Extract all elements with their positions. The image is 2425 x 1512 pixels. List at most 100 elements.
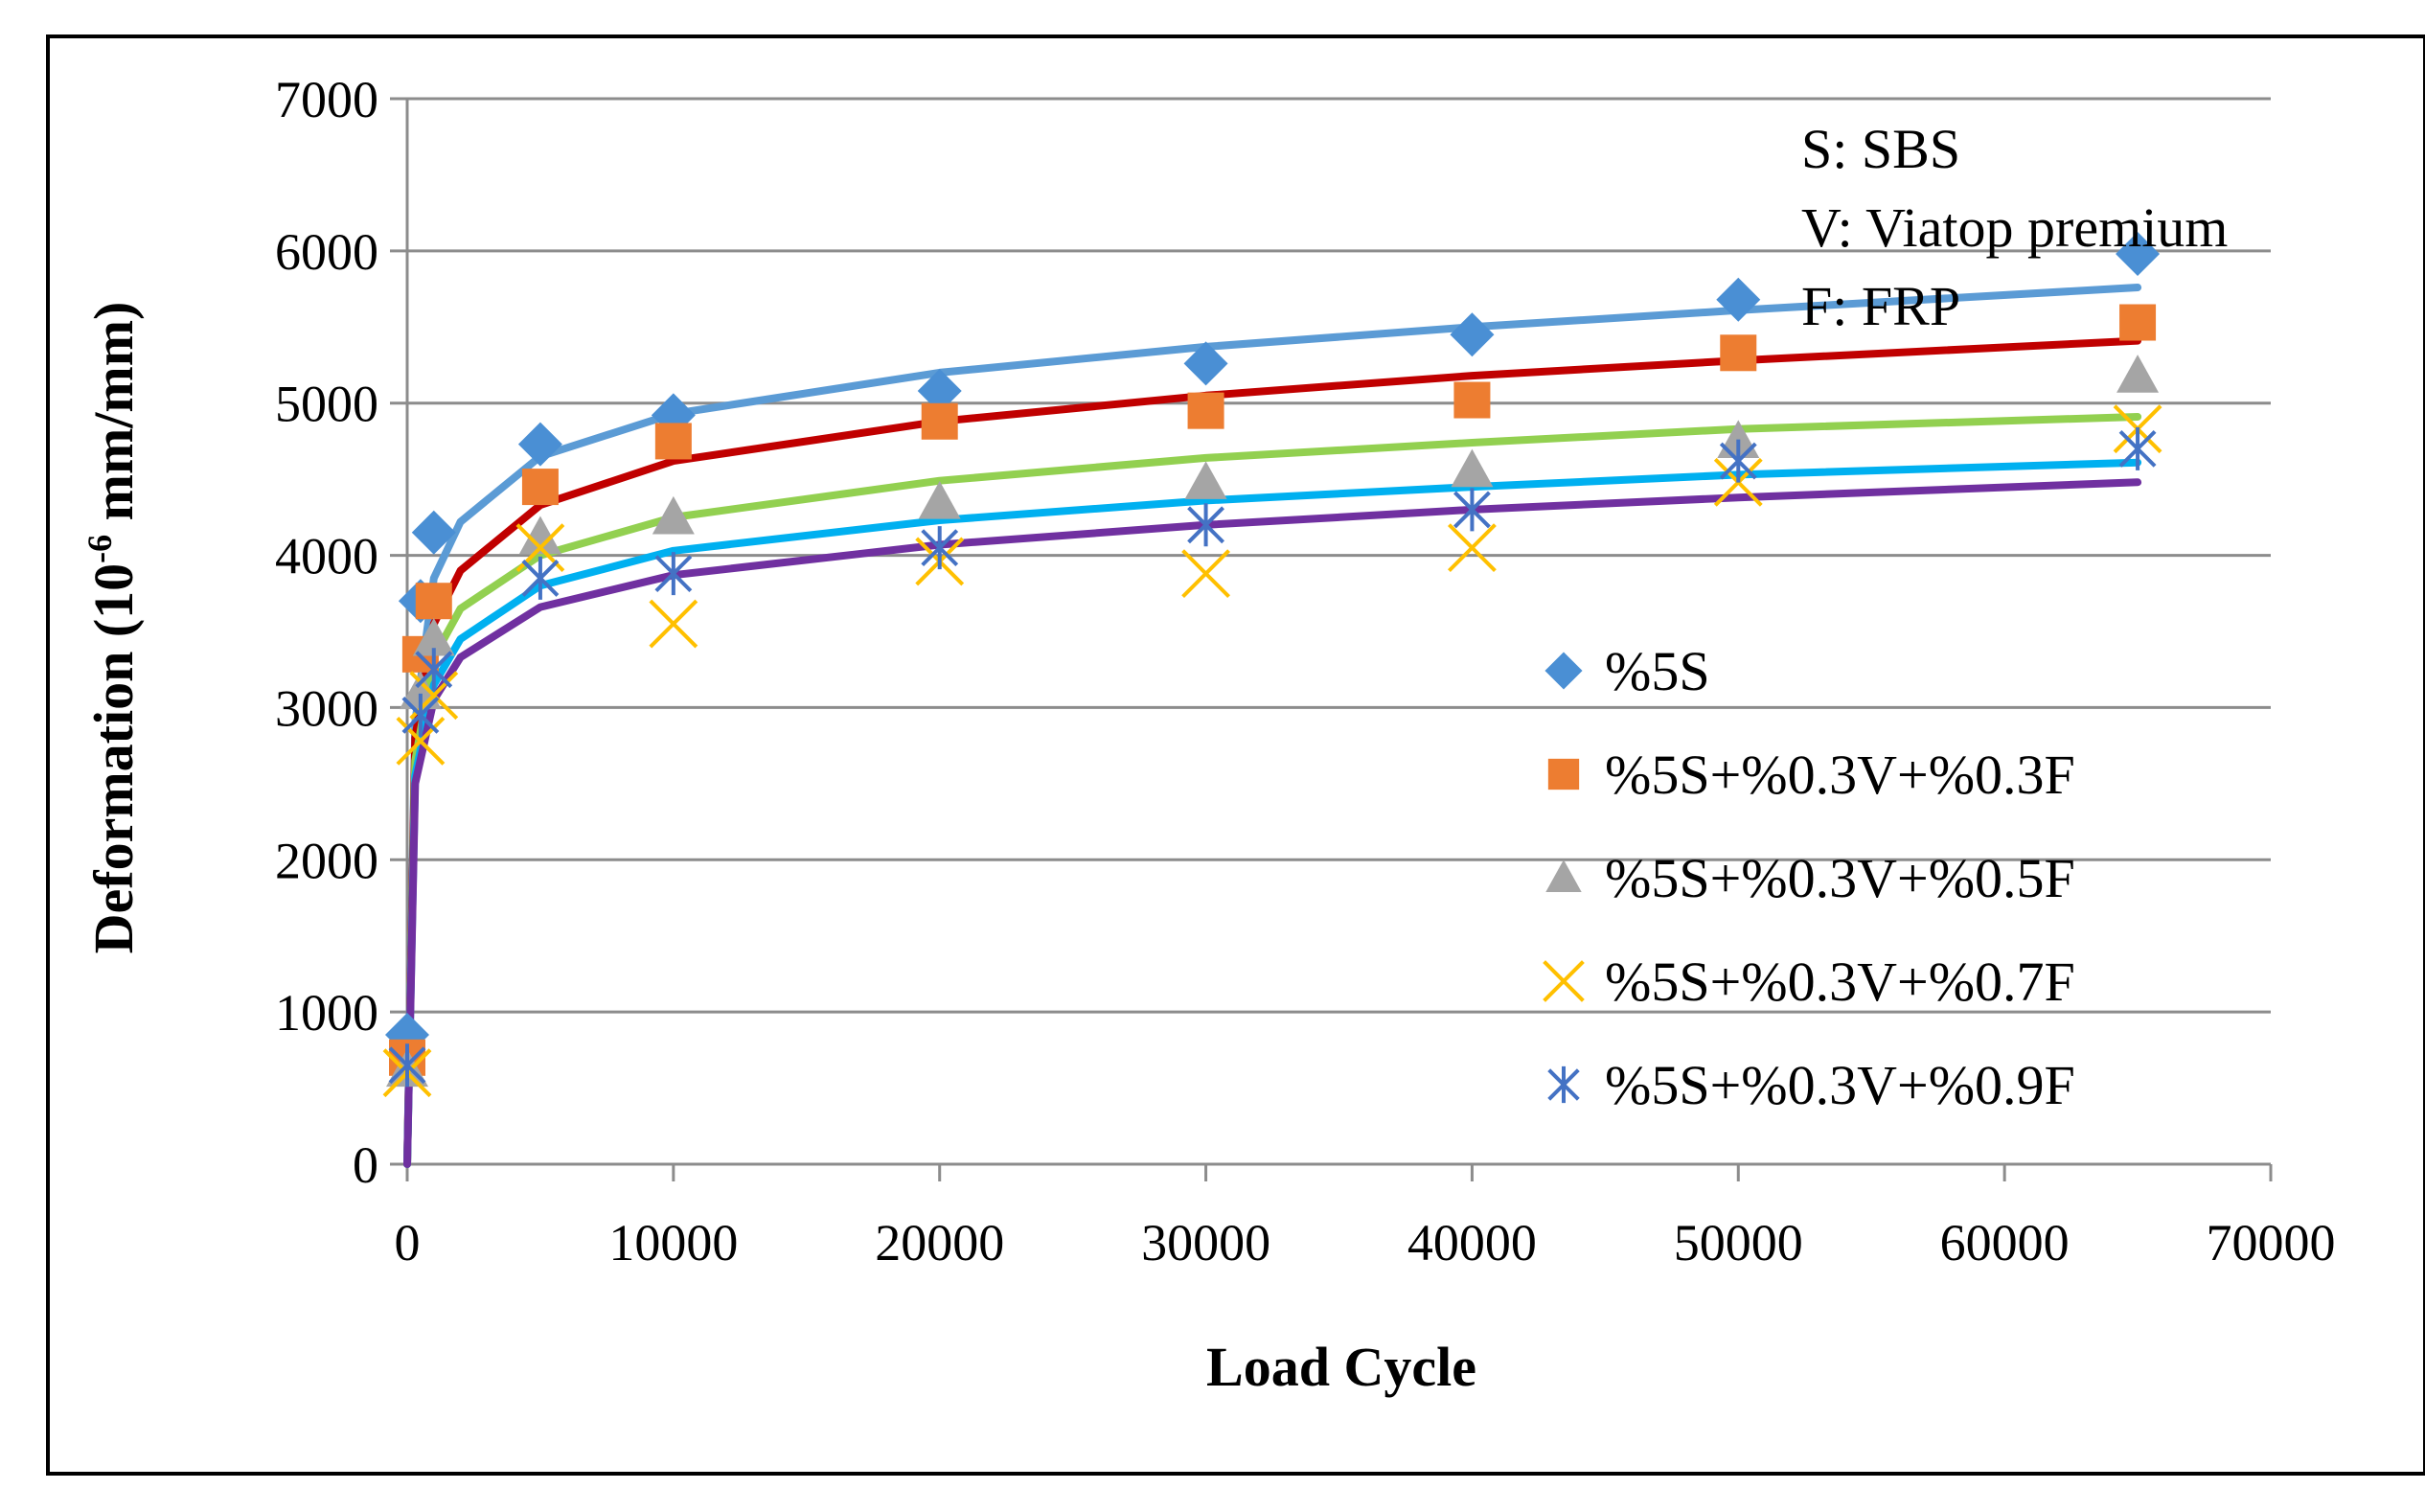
point-series-1-7 bbox=[1453, 381, 1491, 419]
point-series-2-5 bbox=[918, 480, 961, 519]
legend-marker-3 bbox=[1543, 960, 1585, 1002]
legend-marker-1-shape bbox=[1547, 758, 1580, 790]
note-viatop: V: Viatop premium bbox=[1801, 196, 2228, 259]
point-series-1-3-shape bbox=[521, 469, 559, 506]
point-series-1-8 bbox=[1720, 334, 1757, 372]
notes-box: S: SBS V: Viatop premium F: FRP bbox=[1801, 118, 2228, 337]
point-series-1-5 bbox=[921, 402, 958, 440]
point-series-0-5-shape bbox=[917, 369, 962, 414]
note-frp: F: FRP bbox=[1801, 275, 1960, 337]
point-series-4-0 bbox=[388, 1043, 426, 1088]
point-series-0-6-shape bbox=[1183, 341, 1228, 386]
legend-marker-0 bbox=[1544, 652, 1583, 690]
point-series-2-2-shape bbox=[412, 617, 455, 656]
legend-marker-4 bbox=[1547, 1065, 1580, 1104]
y-axis-title: Deformation (10-6 mm/mm) bbox=[80, 302, 145, 954]
y-tick-label-7000: 7000 bbox=[275, 71, 378, 128]
point-series-0-7 bbox=[1450, 312, 1495, 357]
point-series-2-9-shape bbox=[2116, 355, 2160, 393]
point-series-1-6 bbox=[1187, 392, 1224, 429]
point-series-4-3 bbox=[521, 556, 560, 600]
y-axis-title-rest: mm/mm) bbox=[82, 302, 145, 535]
point-series-0-8-shape bbox=[1716, 277, 1761, 322]
point-series-0-9-shape bbox=[2116, 232, 2161, 277]
point-series-4-7 bbox=[1453, 488, 1491, 532]
y-tick-label-2000: 2000 bbox=[275, 832, 378, 889]
point-series-3-6 bbox=[1181, 549, 1230, 599]
point-series-1-6-shape bbox=[1187, 392, 1224, 429]
x-tick-label-70000: 70000 bbox=[2207, 1214, 2336, 1271]
point-series-2-9 bbox=[2116, 355, 2160, 393]
point-series-4-2 bbox=[415, 648, 453, 692]
point-series-2-6 bbox=[1184, 461, 1227, 499]
data-markers bbox=[382, 232, 2162, 1098]
legend: %5S %5S+%0.3V+%0.3F %5S+%0.3V+%0.5F %5S+%0.… bbox=[1543, 640, 2075, 1116]
point-series-1-7-shape bbox=[1453, 381, 1491, 419]
point-series-3-6-stroke-b bbox=[1181, 549, 1230, 599]
x-tick-label-40000: 40000 bbox=[1407, 1214, 1537, 1271]
point-series-2-5-shape bbox=[918, 480, 961, 519]
point-series-1-3 bbox=[521, 469, 559, 506]
y-tick-label-6000: 6000 bbox=[275, 223, 378, 281]
point-series-4-9 bbox=[2118, 426, 2157, 470]
point-series-1-2 bbox=[415, 583, 452, 620]
y-axis-title-sup: -6 bbox=[80, 535, 119, 563]
point-series-3-1-stroke-b bbox=[396, 716, 446, 766]
legend-label-3: %5S+%0.3V+%0.7F bbox=[1605, 951, 2075, 1013]
point-series-4-4 bbox=[654, 552, 693, 596]
point-series-0-8 bbox=[1716, 277, 1761, 322]
legend-marker-2-shape bbox=[1545, 859, 1582, 892]
y-tick-label-1000: 1000 bbox=[275, 984, 378, 1042]
point-series-0-3-shape bbox=[517, 422, 562, 467]
point-series-1-5-shape bbox=[921, 402, 958, 440]
y-tick-labels: 0 1000 2000 3000 4000 5000 6000 7000 bbox=[275, 71, 378, 1194]
point-series-0-3 bbox=[517, 422, 562, 467]
point-series-1-9-shape bbox=[2119, 304, 2157, 341]
point-series-1-4 bbox=[654, 423, 692, 460]
point-series-2-4-shape bbox=[652, 495, 695, 535]
axes bbox=[390, 97, 2273, 1181]
legend-marker-3-stroke-b bbox=[1543, 960, 1585, 1002]
point-series-0-2 bbox=[411, 510, 456, 555]
point-series-2-2 bbox=[412, 617, 455, 656]
x-tick-label-10000: 10000 bbox=[608, 1214, 738, 1271]
point-series-3-7 bbox=[1448, 523, 1497, 573]
chart-frame bbox=[46, 34, 2425, 1476]
point-series-2-7 bbox=[1451, 448, 1494, 488]
x-axis-title: Load Cycle bbox=[1206, 1336, 1476, 1398]
point-series-2-3-shape bbox=[518, 515, 561, 555]
point-series-2-3 bbox=[518, 515, 561, 555]
y-axis-title-main: Deformation (10 bbox=[82, 563, 145, 954]
point-series-1-2-shape bbox=[415, 583, 452, 620]
x-tick-label-60000: 60000 bbox=[1940, 1214, 2070, 1271]
point-series-4-6 bbox=[1187, 503, 1224, 547]
point-series-4-5 bbox=[921, 526, 959, 570]
legend-label-2: %5S+%0.3V+%0.5F bbox=[1605, 847, 2075, 909]
legend-label-4: %5S+%0.3V+%0.9F bbox=[1605, 1054, 2075, 1116]
gridlines bbox=[407, 97, 2271, 1014]
point-series-0-5 bbox=[917, 369, 962, 414]
point-series-4-8 bbox=[1719, 439, 1757, 483]
point-series-3-7-stroke-b bbox=[1448, 523, 1497, 573]
x-tick-label-20000: 20000 bbox=[875, 1214, 1004, 1271]
point-series-4-1 bbox=[401, 693, 440, 737]
x-tick-label-50000: 50000 bbox=[1674, 1214, 1803, 1271]
y-tick-label-0: 0 bbox=[353, 1136, 378, 1194]
point-series-3-4-stroke-b bbox=[649, 599, 698, 649]
point-series-2-4 bbox=[652, 495, 695, 535]
legend-marker-0-shape bbox=[1544, 652, 1583, 690]
legend-marker-2 bbox=[1545, 859, 1582, 892]
legend-marker-1 bbox=[1547, 758, 1580, 790]
point-series-3-4 bbox=[649, 599, 698, 649]
note-sbs: S: SBS bbox=[1801, 118, 1960, 180]
point-series-2-6-shape bbox=[1184, 461, 1227, 499]
point-series-0-2-shape bbox=[411, 510, 456, 555]
point-series-2-7-shape bbox=[1451, 448, 1494, 488]
point-series-0-9 bbox=[2116, 232, 2161, 277]
x-tick-labels: 0 10000 20000 30000 40000 50000 60000 70000 bbox=[395, 1214, 2336, 1271]
y-tick-label-3000: 3000 bbox=[275, 679, 378, 737]
x-tick-label-0: 0 bbox=[395, 1214, 421, 1271]
y-tick-label-4000: 4000 bbox=[275, 528, 378, 585]
point-series-1-9 bbox=[2119, 304, 2157, 341]
